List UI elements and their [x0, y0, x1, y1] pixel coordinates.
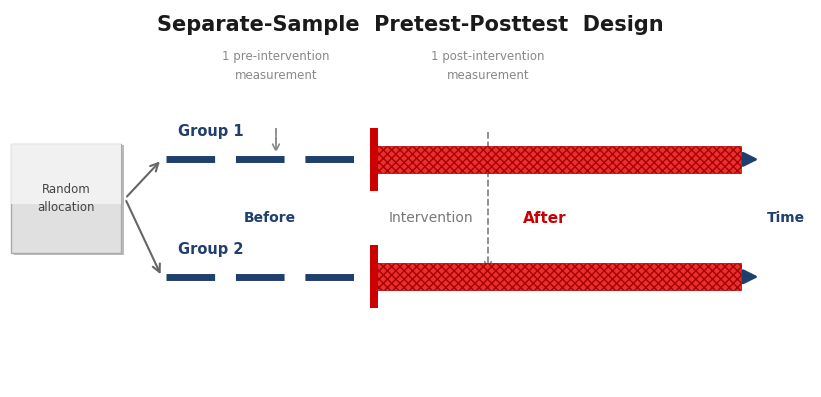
Text: After: After — [523, 210, 566, 225]
Text: Time: Time — [767, 211, 805, 225]
Text: Before: Before — [244, 211, 296, 225]
Text: Intervention: Intervention — [388, 211, 473, 225]
Bar — [374, 263, 741, 291]
Bar — [369, 128, 378, 191]
Text: Group 1: Group 1 — [178, 124, 244, 139]
FancyBboxPatch shape — [14, 145, 124, 255]
FancyBboxPatch shape — [11, 144, 121, 253]
Text: Random
allocation: Random allocation — [37, 183, 94, 214]
Text: Separate-Sample  Pretest-Posttest  Design: Separate-Sample Pretest-Posttest Design — [157, 15, 664, 35]
Text: 1 post-intervention
measurement: 1 post-intervention measurement — [431, 50, 544, 82]
Bar — [369, 245, 378, 308]
Bar — [374, 146, 741, 173]
Text: Group 2: Group 2 — [178, 242, 244, 257]
FancyBboxPatch shape — [11, 144, 121, 204]
Text: 1 pre-intervention
measurement: 1 pre-intervention measurement — [222, 50, 330, 82]
